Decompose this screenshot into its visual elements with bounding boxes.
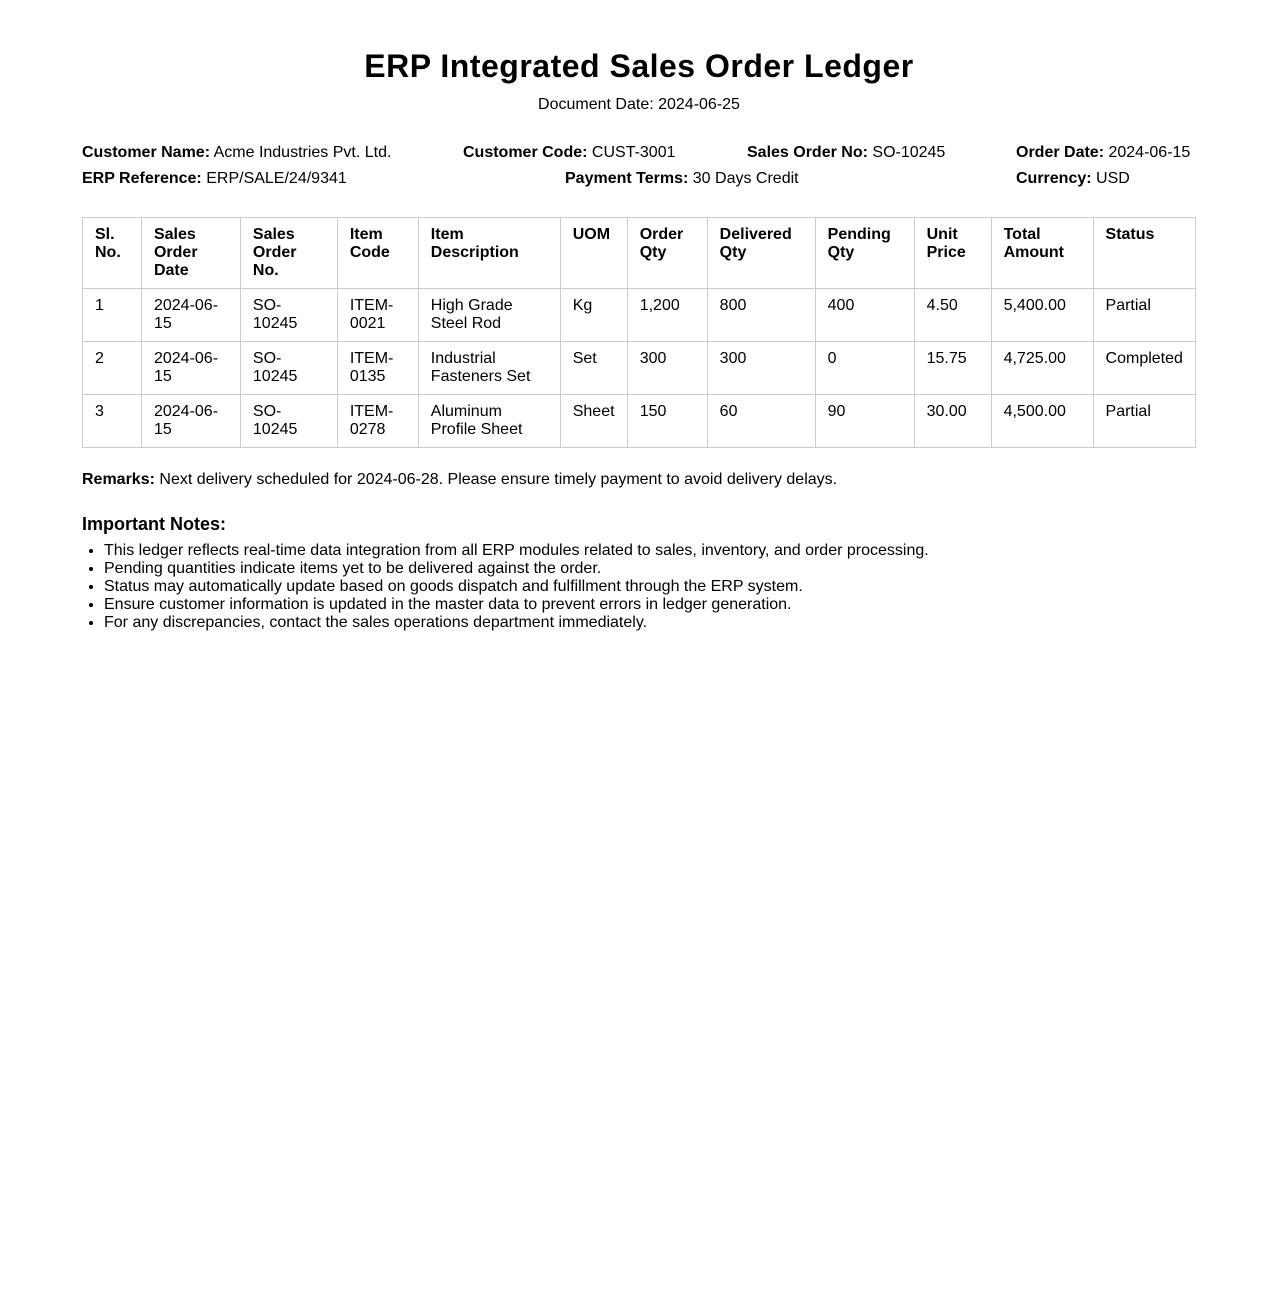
table-cell: SO-10245 <box>239 288 338 342</box>
table-cell: 800 <box>706 288 816 342</box>
customer-name: Customer Name: Acme Industries Pvt. Ltd. <box>82 144 392 161</box>
payment-terms: Payment Terms: 30 Days Credit <box>565 170 799 187</box>
table-row: 3 2024-06-15 SO-10245 ITEM-0278 Aluminum Pro… <box>82 394 1197 448</box>
table-cell: 400 <box>814 288 915 342</box>
table-cell: 3 <box>82 394 142 448</box>
table-cell: 300 <box>706 341 816 395</box>
document-title: ERP Integrated Sales Order Ledger <box>364 48 914 84</box>
table-cell: 5,400.00 <box>990 288 1094 342</box>
notes-list: This ledger reflects real-time data inte… <box>82 542 929 632</box>
column-header: Pending Qty <box>814 217 915 289</box>
remarks: Remarks: Next delivery scheduled for 202… <box>82 471 838 488</box>
table-cell: 2 <box>82 341 142 395</box>
table-cell: ITEM-0278 <box>336 394 419 448</box>
table-cell: 0 <box>814 341 915 395</box>
table-cell: Partial <box>1092 288 1197 342</box>
table-cell: ITEM-0021 <box>336 288 419 342</box>
table-cell: Set <box>559 341 628 395</box>
table-cell: 2024-06-15 <box>140 341 241 395</box>
table-cell: Aluminum Profile Sheet <box>417 394 561 448</box>
table-cell: 2024-06-15 <box>140 288 241 342</box>
column-header: Status <box>1092 217 1197 289</box>
table-header-row: Sl. No. Sales Order Date Sales Order No. It… <box>82 217 1197 289</box>
table-cell: Kg <box>559 288 628 342</box>
table-cell: SO-10245 <box>239 341 338 395</box>
table-cell: 1,200 <box>626 288 708 342</box>
table-cell: Partial <box>1092 394 1197 448</box>
table-cell: 1 <box>82 288 142 342</box>
order-date: Order Date: 2024-06-15 <box>1016 144 1191 161</box>
table-cell: Industrial Fasteners Set <box>417 341 561 395</box>
column-header: Unit Price <box>913 217 992 289</box>
note-item: This ledger reflects real-time data inte… <box>104 542 929 560</box>
column-header: Total Amount <box>990 217 1094 289</box>
table-cell: 2024-06-15 <box>140 394 241 448</box>
table-cell: 4,725.00 <box>990 341 1094 395</box>
sales-order-table: Sl. No. Sales Order Date Sales Order No. It… <box>82 217 1197 448</box>
table-cell: 30.00 <box>913 394 992 448</box>
table-cell: ITEM-0135 <box>336 341 419 395</box>
currency: Currency: USD <box>1016 170 1130 187</box>
sales-order-no: Sales Order No: SO-10245 <box>747 144 946 161</box>
column-header: Item Description <box>417 217 561 289</box>
column-header: Order Qty <box>626 217 708 289</box>
table-cell: 4,500.00 <box>990 394 1094 448</box>
column-header: Delivered Qty <box>706 217 816 289</box>
column-header: Item Code <box>336 217 419 289</box>
column-header: UOM <box>559 217 628 289</box>
table-cell: Completed <box>1092 341 1197 395</box>
note-item: Status may automatically update based on… <box>104 578 929 596</box>
table-cell: 4.50 <box>913 288 992 342</box>
column-header: Sl. No. <box>82 217 142 289</box>
table-cell: 15.75 <box>913 341 992 395</box>
column-header: Sales Order Date <box>140 217 241 289</box>
table-cell: High Grade Steel Rod <box>417 288 561 342</box>
table-cell: 150 <box>626 394 708 448</box>
document-date: Document Date: 2024-06-25 <box>538 96 740 113</box>
table-cell: 60 <box>706 394 816 448</box>
erp-reference: ERP Reference: ERP/SALE/24/9341 <box>82 170 347 187</box>
table-cell: 90 <box>814 394 915 448</box>
table-cell: Sheet <box>559 394 628 448</box>
note-item: Ensure customer information is updated i… <box>104 596 929 614</box>
note-item: Pending quantities indicate items yet to… <box>104 560 929 578</box>
column-header: Sales Order No. <box>239 217 338 289</box>
notes-heading: Important Notes: <box>82 514 226 534</box>
table-row: 2 2024-06-15 SO-10245 ITEM-0135 Industrial F… <box>82 341 1197 395</box>
table-cell: SO-10245 <box>239 394 338 448</box>
customer-code: Customer Code: CUST-3001 <box>463 144 676 161</box>
note-item: For any discrepancies, contact the sales… <box>104 614 929 632</box>
table-row: 1 2024-06-15 SO-10245 ITEM-0021 High Grade S… <box>82 288 1197 342</box>
table-cell: 300 <box>626 341 708 395</box>
